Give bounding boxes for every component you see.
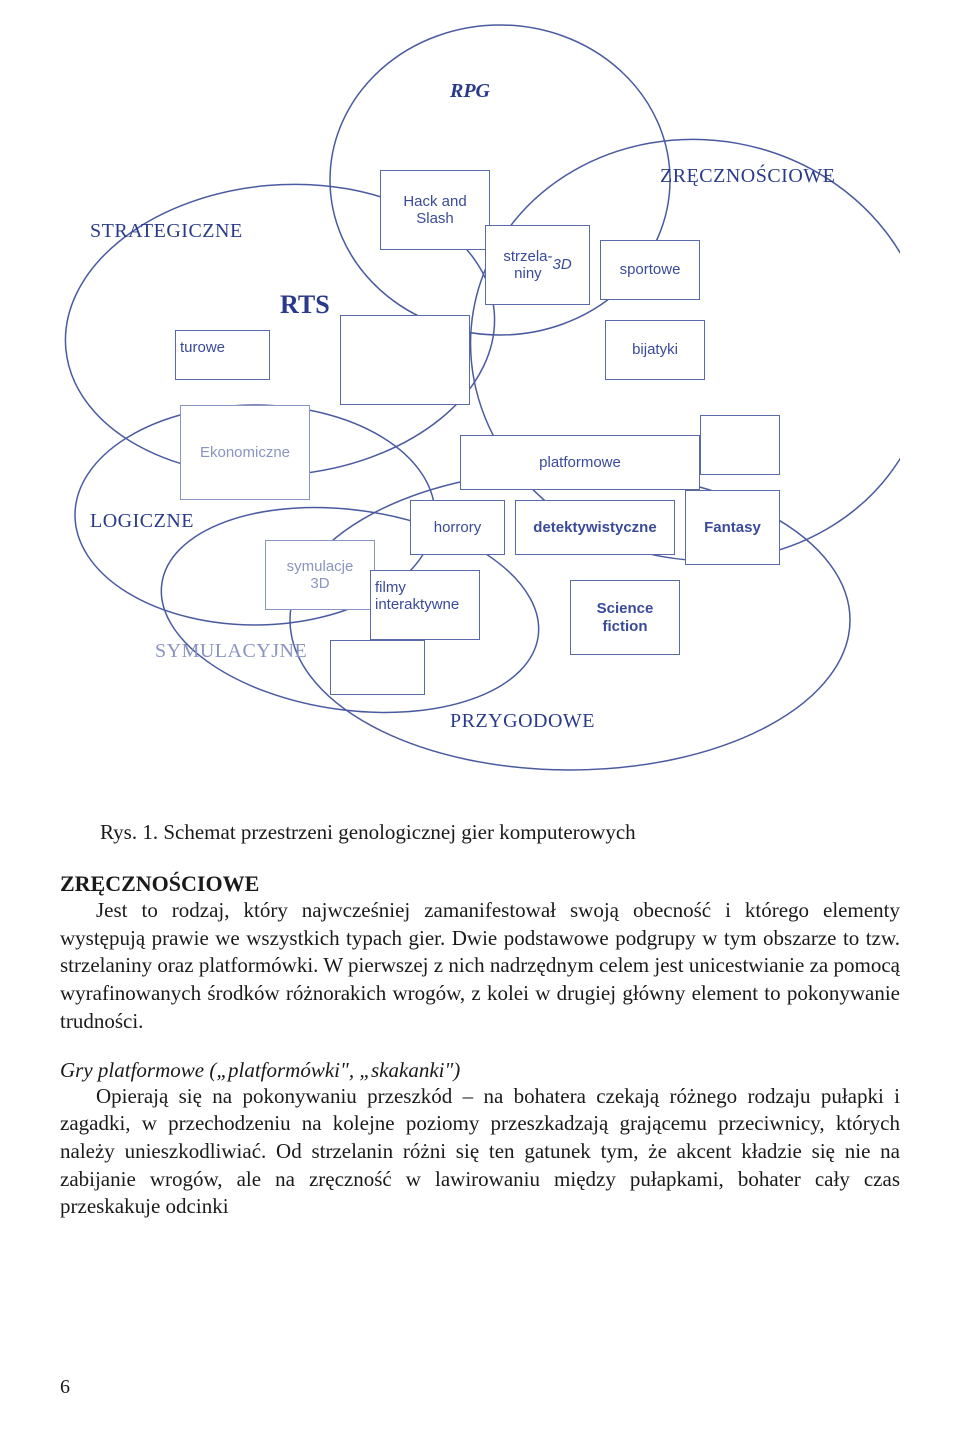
category-label-symulacyjne: SYMULACYJNE <box>155 640 307 663</box>
genre-venn-diagram: RPG ZRĘCZNOŚCIOWE STRATEGICZNE RTS LOGICZNE S… <box>60 20 900 800</box>
genre-box-ekonomiczne: Ekonomiczne <box>180 405 310 500</box>
genre-box-scifi: Sciencefiction <box>570 580 680 655</box>
body-paragraph-1: Jest to rodzaj, który najwcześniej zaman… <box>60 897 900 1036</box>
genre-box-detektyw: detektywistyczne <box>515 500 675 555</box>
genre-box-horrory: horrory <box>410 500 505 555</box>
body-paragraph-2: Opierają się na pokonywaniu przeszkód – … <box>60 1083 900 1222</box>
genre-box-blank1 <box>340 315 470 405</box>
genre-box-blank3 <box>700 415 780 475</box>
genre-box-platformowe: platformowe <box>460 435 700 490</box>
category-label-strategiczne: STRATEGICZNE <box>90 220 243 243</box>
category-label-zrecznosciowe: ZRĘCZNOŚCIOWE <box>660 165 835 188</box>
genre-box-sym3d: symulacje3D <box>265 540 375 610</box>
genre-box-hack_slash: Hack andSlash <box>380 170 490 250</box>
category-label-logiczne: LOGICZNE <box>90 510 194 533</box>
figure-caption: Rys. 1. Schemat przestrzeni genologiczne… <box>100 820 900 845</box>
section-heading-zrecznosciowe: ZRĘCZNOŚCIOWE <box>60 871 900 897</box>
genre-box-sportowe: sportowe <box>600 240 700 300</box>
subsection-heading-platformowe: Gry platformowe („platformówki", „skakan… <box>60 1058 900 1083</box>
genre-box-filmy: filmyinteraktywne <box>370 570 480 640</box>
genre-box-turowe: turowe <box>175 330 270 380</box>
genre-box-fantasy: Fantasy <box>685 490 780 565</box>
page-number: 6 <box>60 1376 70 1399</box>
category-label-przygodowe: PRZYGODOWE <box>450 710 595 733</box>
genre-box-strzelaniny: strzela-niny 3D <box>485 225 590 305</box>
category-label-rts: RTS <box>280 290 330 320</box>
genre-box-bijatyki: bijatyki <box>605 320 705 380</box>
category-label-rpg: RPG <box>450 80 490 103</box>
genre-box-blank2 <box>330 640 425 695</box>
